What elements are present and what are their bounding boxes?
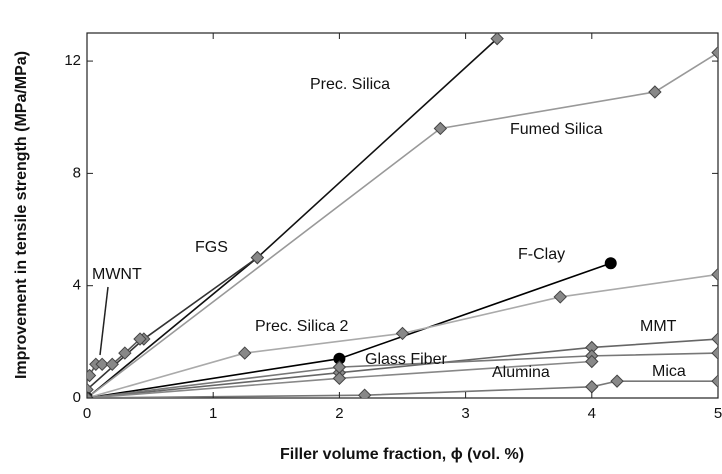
marker bbox=[610, 374, 624, 388]
marker bbox=[87, 368, 97, 383]
marker bbox=[585, 380, 599, 394]
plot-area bbox=[87, 33, 718, 398]
x-tick-label: 3 bbox=[461, 405, 469, 422]
y-tick-label: 8 bbox=[73, 164, 81, 181]
series-label: FGS bbox=[195, 239, 228, 256]
marker bbox=[711, 346, 718, 360]
series-label: Mica bbox=[652, 363, 686, 380]
series-label: Prec. Silica bbox=[310, 76, 390, 93]
marker bbox=[118, 346, 132, 360]
marker bbox=[87, 391, 94, 398]
series-line bbox=[88, 338, 141, 376]
marker bbox=[711, 332, 718, 346]
marker bbox=[133, 332, 147, 346]
series-label: Prec. Silica 2 bbox=[255, 318, 348, 335]
marker bbox=[711, 267, 718, 282]
marker bbox=[238, 346, 252, 360]
x-tick-label: 1 bbox=[209, 405, 217, 422]
marker bbox=[433, 121, 448, 136]
y-axis-label: Improvement in tensile strength (MPa/MPa… bbox=[13, 51, 30, 379]
series-label: MWNT bbox=[92, 266, 142, 283]
series-label: Alumina bbox=[492, 364, 550, 381]
marker bbox=[711, 45, 718, 60]
series-line bbox=[87, 51, 718, 398]
marker bbox=[357, 388, 372, 398]
marker bbox=[553, 290, 567, 304]
marker bbox=[332, 371, 347, 386]
x-tick-label: 0 bbox=[83, 405, 91, 422]
marker bbox=[395, 326, 410, 341]
series-line bbox=[87, 352, 718, 398]
plot-frame bbox=[86, 32, 719, 399]
series-line bbox=[87, 38, 498, 398]
x-tick-label: 2 bbox=[335, 405, 343, 422]
marker bbox=[105, 357, 119, 372]
marker bbox=[648, 85, 662, 99]
series-line bbox=[87, 338, 718, 398]
marker bbox=[604, 257, 617, 270]
marker bbox=[95, 357, 109, 372]
x-tick-label: 5 bbox=[714, 405, 722, 422]
marker bbox=[490, 33, 504, 46]
marker bbox=[585, 354, 599, 369]
series-label: Glass Fiber bbox=[365, 351, 447, 368]
series-label: Fumed Silica bbox=[510, 121, 603, 138]
y-tick-label: 12 bbox=[64, 52, 81, 69]
x-tick-label: 4 bbox=[588, 405, 596, 422]
series-label: MMT bbox=[640, 318, 677, 335]
y-tick-label: 0 bbox=[73, 389, 81, 406]
marker bbox=[333, 352, 346, 365]
marker bbox=[711, 374, 718, 388]
series-label: F-Clay bbox=[518, 246, 565, 263]
annotation-arrow bbox=[99, 286, 109, 356]
marker bbox=[250, 250, 265, 265]
x-axis-label: Filler volume fraction, ϕ (vol. %) bbox=[280, 446, 524, 463]
y-tick-label: 4 bbox=[73, 277, 81, 294]
